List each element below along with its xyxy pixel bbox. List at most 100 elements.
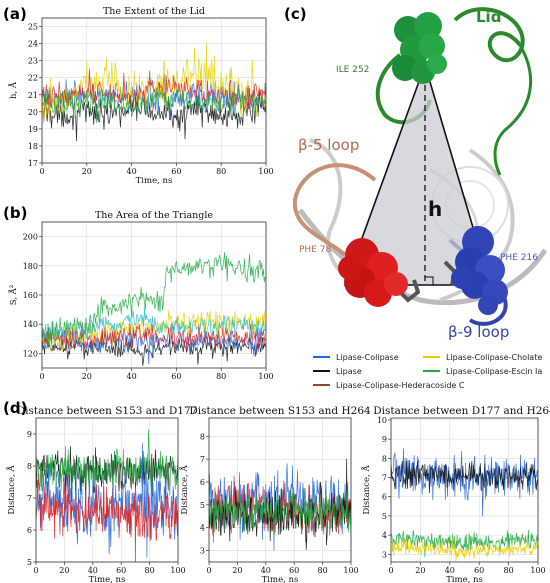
y-tick-label: 17 — [28, 159, 38, 168]
x-tick-label: 20 — [82, 167, 92, 176]
chart-title: The Extent of the Lid — [103, 6, 205, 17]
y-axis-label: S, Å² — [7, 285, 19, 305]
protein-structure: Lid ILE 252 β-5 loop PHE 78 PHE 216 β-9 … — [292, 7, 548, 341]
plot-frame — [208, 417, 352, 563]
x-tick-label: 60 — [289, 566, 299, 575]
y-tick-label: 180 — [23, 262, 38, 271]
y-axis-label: h, Å — [7, 81, 19, 99]
series-line-red — [42, 322, 266, 352]
phe78-label: PHE 78 — [299, 245, 331, 255]
y-tick-label: 3 — [382, 550, 387, 559]
x-axis-label: Time, ns — [262, 575, 299, 583]
x-tick-label: 20 — [82, 372, 92, 381]
y-tick-label: 19 — [28, 125, 38, 134]
chart-distance-s153-d177: 0 20 40 60 80 100 5 6 7 8 9 Distance between S153 a… — [5, 405, 197, 583]
x-tick-label: 60 — [474, 566, 484, 575]
x-tick-label: 40 — [127, 372, 137, 381]
x-tick-label: 100 — [170, 566, 185, 575]
y-tick-label: 200 — [23, 233, 38, 242]
x-tick-label: 100 — [530, 566, 545, 575]
ile252-label: ILE 252 — [336, 65, 369, 75]
right-angle-mark — [425, 276, 434, 285]
y-axis-label: Distance, Å — [360, 465, 372, 515]
phe78-spheres — [338, 238, 408, 307]
y-tick-label: 4 — [382, 531, 387, 540]
y-tick-label: 6 — [382, 493, 387, 502]
panel-letter-c: (c) — [284, 5, 307, 23]
series-line-lipase-colipase-escin-ia — [391, 529, 538, 558]
x-tick-label: 40 — [445, 566, 455, 575]
chart-title: Distance between D177 and H264 — [373, 405, 550, 417]
lid-ribbon — [453, 7, 525, 63]
series-line-red — [42, 68, 266, 111]
legend-label-4: Lipase-Colipase-Hederacoside C — [336, 381, 465, 390]
x-tick-label: 0 — [33, 566, 38, 575]
y-tick-label: 25 — [28, 23, 38, 32]
x-tick-label: 40 — [261, 566, 271, 575]
x-tick-label: 80 — [216, 372, 226, 381]
y-tick-label: 9 — [27, 430, 32, 439]
y-tick-label: 6 — [200, 478, 205, 487]
chart-title: Distance between S153 and D177 — [17, 405, 198, 417]
x-tick-label: 40 — [127, 167, 137, 176]
chart-lid-extent: 0 20 40 60 80 100 17 18 19 20 21 22 23 24 25 The Extent… — [7, 6, 274, 186]
y-tick-label: 21 — [28, 91, 38, 100]
y-tick-label: 8 — [382, 454, 387, 463]
y-tick-label: 120 — [23, 349, 38, 358]
beta5-label: β-5 loop — [298, 136, 359, 154]
x-tick-label: 60 — [171, 372, 181, 381]
y-tick-label: 7 — [200, 455, 205, 464]
lid-ribbon — [493, 44, 533, 176]
series-line-cyan — [42, 307, 266, 343]
series-line-lipase-colipase — [36, 442, 178, 558]
y-axis-label: Distance, Å — [178, 465, 190, 515]
series-line-lipase-colipase — [391, 448, 538, 517]
x-axis-label: Time, ns — [446, 575, 483, 583]
y-tick-label: 18 — [28, 142, 38, 151]
y-tick-label: 20 — [28, 108, 38, 117]
y-tick-label: 7 — [382, 474, 387, 483]
y-tick-label: 10 — [377, 416, 387, 425]
x-tick-label: 20 — [59, 566, 69, 575]
y-tick-label: 8 — [27, 462, 32, 471]
panel-letter-b: (b) — [3, 204, 27, 222]
x-tick-label: 80 — [504, 566, 514, 575]
y-tick-label: 8 — [200, 432, 205, 441]
legend-label-3: Lipase-Colipase-Escin Ia — [446, 367, 542, 376]
legend-label-1: Lipase-Colipase-Cholate — [446, 353, 542, 362]
x-axis-label: Time, ns — [136, 176, 173, 186]
series-line-lipase-colipase-escin-ia — [209, 487, 351, 552]
chart-title: Distance between S153 and H264 — [189, 405, 371, 417]
x-tick-label: 80 — [318, 566, 328, 575]
beta5-ribbon — [292, 163, 377, 257]
y-tick-label: 140 — [23, 320, 38, 329]
series-line-lipase-colipase-escin-ia — [36, 429, 178, 504]
series-line-red — [36, 473, 178, 562]
x-tick-label: 60 — [116, 566, 126, 575]
chart-distance-s153-h264: 0 20 40 60 80 100 3 4 5 6 7 8 Distance between S153 … — [178, 405, 371, 583]
series-line-lipase-colipase-cholate — [391, 535, 538, 561]
y-tick-label: 6 — [27, 526, 32, 535]
x-tick-label: 100 — [343, 566, 358, 575]
y-tick-label: 23 — [28, 57, 38, 66]
series-line-lipase-colipase-escin-ia — [42, 86, 266, 124]
x-tick-label: 0 — [39, 167, 44, 176]
x-tick-label: 20 — [415, 566, 425, 575]
x-tick-label: 0 — [39, 372, 44, 381]
y-tick-label: 7 — [27, 494, 32, 503]
y-tick-label: 5 — [27, 558, 32, 567]
x-tick-label: 40 — [88, 566, 98, 575]
phe216-label: PHE 216 — [500, 253, 538, 263]
y-tick-label: 22 — [28, 74, 38, 83]
x-tick-label: 0 — [388, 566, 393, 575]
beta9-label: β-9 loop — [448, 323, 509, 341]
y-tick-label: 160 — [23, 291, 38, 300]
x-tick-label: 20 — [232, 566, 242, 575]
legend-label-2: Lipase — [336, 367, 362, 376]
x-tick-label: 80 — [145, 566, 155, 575]
plot-frame — [41, 17, 267, 164]
y-tick-label: 4 — [200, 524, 205, 533]
phe216-spheres — [451, 226, 508, 315]
panel-letter-a: (a) — [3, 5, 27, 23]
